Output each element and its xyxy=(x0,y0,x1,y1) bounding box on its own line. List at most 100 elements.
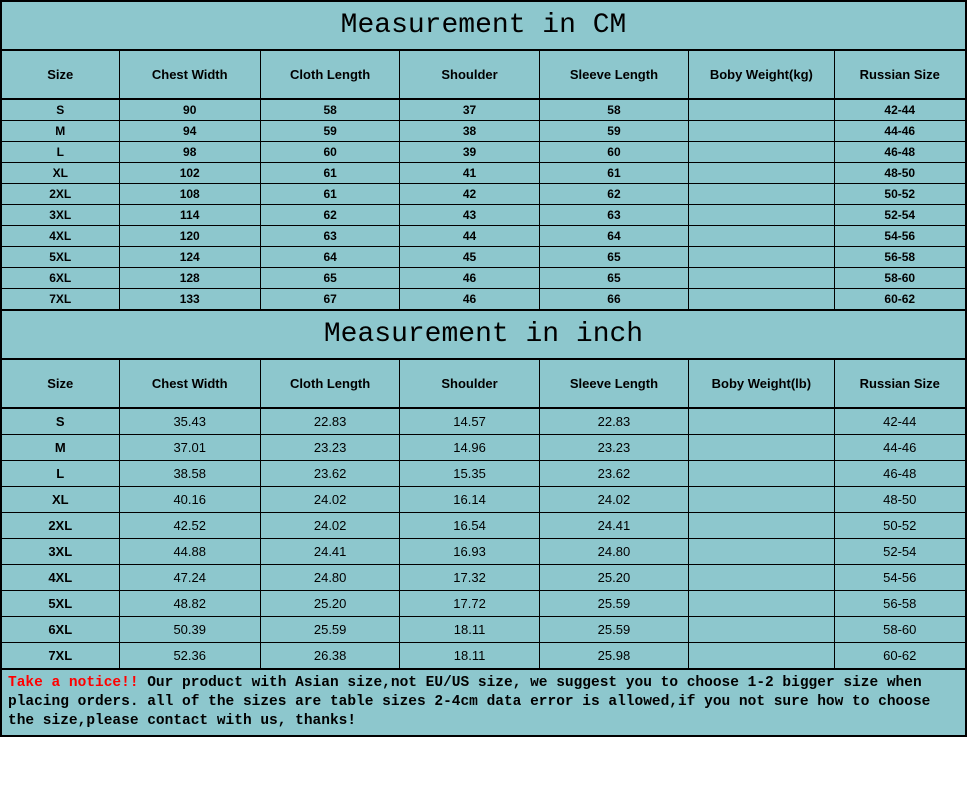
table-cell: 42 xyxy=(400,184,539,204)
col-size: Size xyxy=(2,360,120,407)
table-cell: 16.93 xyxy=(400,539,539,564)
table-cell: 46 xyxy=(400,289,539,309)
table-cell: 39 xyxy=(400,142,539,162)
col-body-weight: Boby Weight(kg) xyxy=(689,51,834,98)
table-cell: 46-48 xyxy=(835,142,965,162)
table-cell: M xyxy=(2,435,120,460)
col-size: Size xyxy=(2,51,120,98)
table-row: M37.0123.2314.9623.2344-46 xyxy=(2,435,965,461)
table-row: XL40.1624.0216.1424.0248-50 xyxy=(2,487,965,513)
table-cell: 23.62 xyxy=(540,461,689,486)
table-cell: 37 xyxy=(400,100,539,120)
table-cell xyxy=(689,591,834,616)
table-cell: 48.82 xyxy=(120,591,261,616)
table-row: 2XL42.5224.0216.5424.4150-52 xyxy=(2,513,965,539)
table-cell xyxy=(689,184,834,204)
table-cell xyxy=(689,163,834,183)
table-cell: 16.14 xyxy=(400,487,539,512)
table-cell: 23.23 xyxy=(540,435,689,460)
table-row: L38.5823.6215.3523.6246-48 xyxy=(2,461,965,487)
table-cell: 5XL xyxy=(2,591,120,616)
table-cell: L xyxy=(2,461,120,486)
table-cell: 58 xyxy=(261,100,400,120)
table-cell: S xyxy=(2,409,120,434)
table-cell: 124 xyxy=(120,247,261,267)
table-cell: L xyxy=(2,142,120,162)
table-row: 7XL52.3626.3818.1125.9860-62 xyxy=(2,643,965,670)
table-cell: 66 xyxy=(540,289,689,309)
table-cell: 48-50 xyxy=(835,487,965,512)
table-cell: 60 xyxy=(261,142,400,162)
table-cell: 133 xyxy=(120,289,261,309)
table-cell: 52-54 xyxy=(835,205,965,225)
table-row: 2XL10861426250-52 xyxy=(2,184,965,205)
table-cell: 59 xyxy=(261,121,400,141)
table-cell: S xyxy=(2,100,120,120)
table-cell: 2XL xyxy=(2,513,120,538)
table-cell: 24.02 xyxy=(261,487,400,512)
table-cell: 4XL xyxy=(2,565,120,590)
table-cell: 24.41 xyxy=(261,539,400,564)
table-row: L9860396046-48 xyxy=(2,142,965,163)
table-cell: M xyxy=(2,121,120,141)
table-cell xyxy=(689,461,834,486)
col-body-weight: Boby Weight(lb) xyxy=(689,360,834,407)
table-cell: 17.32 xyxy=(400,565,539,590)
table-cell: 25.98 xyxy=(540,643,689,668)
table-cell xyxy=(689,487,834,512)
table-cell: 24.41 xyxy=(540,513,689,538)
table-row: 3XL44.8824.4116.9324.8052-54 xyxy=(2,539,965,565)
table-cell: 42-44 xyxy=(835,409,965,434)
table-cell: 18.11 xyxy=(400,617,539,642)
table-row: 7XL13367466660-62 xyxy=(2,289,965,311)
cm-table-body: S9058375842-44M9459385944-46L9860396046-… xyxy=(2,100,965,311)
table-cell: 41 xyxy=(400,163,539,183)
table-cell: 128 xyxy=(120,268,261,288)
table-cell: 4XL xyxy=(2,226,120,246)
table-cell: 25.59 xyxy=(540,617,689,642)
table-cell: 18.11 xyxy=(400,643,539,668)
table-cell: 25.59 xyxy=(261,617,400,642)
table-cell: 60-62 xyxy=(835,643,965,668)
col-cloth-length: Cloth Length xyxy=(261,51,400,98)
table-cell: 60 xyxy=(540,142,689,162)
table-cell xyxy=(689,565,834,590)
table-cell xyxy=(689,142,834,162)
table-cell: 48-50 xyxy=(835,163,965,183)
table-cell: 46-48 xyxy=(835,461,965,486)
table-cell: 5XL xyxy=(2,247,120,267)
table-cell: 98 xyxy=(120,142,261,162)
table-cell: 37.01 xyxy=(120,435,261,460)
table-cell xyxy=(689,247,834,267)
table-cell: 26.38 xyxy=(261,643,400,668)
col-chest-width: Chest Width xyxy=(120,360,261,407)
table-cell: 24.80 xyxy=(261,565,400,590)
table-cell: 108 xyxy=(120,184,261,204)
table-cell: 6XL xyxy=(2,268,120,288)
table-cell xyxy=(689,539,834,564)
table-cell: 38 xyxy=(400,121,539,141)
table-row: 5XL12464456556-58 xyxy=(2,247,965,268)
col-russian-size: Russian Size xyxy=(835,51,965,98)
table-cell: 46 xyxy=(400,268,539,288)
inch-table-body: S35.4322.8314.5722.8342-44M37.0123.2314.… xyxy=(2,409,965,670)
table-cell xyxy=(689,121,834,141)
table-cell: 2XL xyxy=(2,184,120,204)
table-cell: 67 xyxy=(261,289,400,309)
table-cell: 63 xyxy=(540,205,689,225)
table-cell: 15.35 xyxy=(400,461,539,486)
table-cell xyxy=(689,100,834,120)
table-cell: 58-60 xyxy=(835,268,965,288)
col-chest-width: Chest Width xyxy=(120,51,261,98)
table-cell: 61 xyxy=(540,163,689,183)
table-cell: 3XL xyxy=(2,205,120,225)
table-cell: 50.39 xyxy=(120,617,261,642)
notice-highlight: Take a notice!! xyxy=(8,675,139,691)
table-cell: 22.83 xyxy=(540,409,689,434)
table-cell: 6XL xyxy=(2,617,120,642)
size-notice: Take a notice!! Our product with Asian s… xyxy=(2,670,965,735)
table-cell: 43 xyxy=(400,205,539,225)
table-row: 4XL47.2424.8017.3225.2054-56 xyxy=(2,565,965,591)
size-chart: Measurement in CM Size Chest Width Cloth… xyxy=(0,0,967,737)
table-cell: 38.58 xyxy=(120,461,261,486)
